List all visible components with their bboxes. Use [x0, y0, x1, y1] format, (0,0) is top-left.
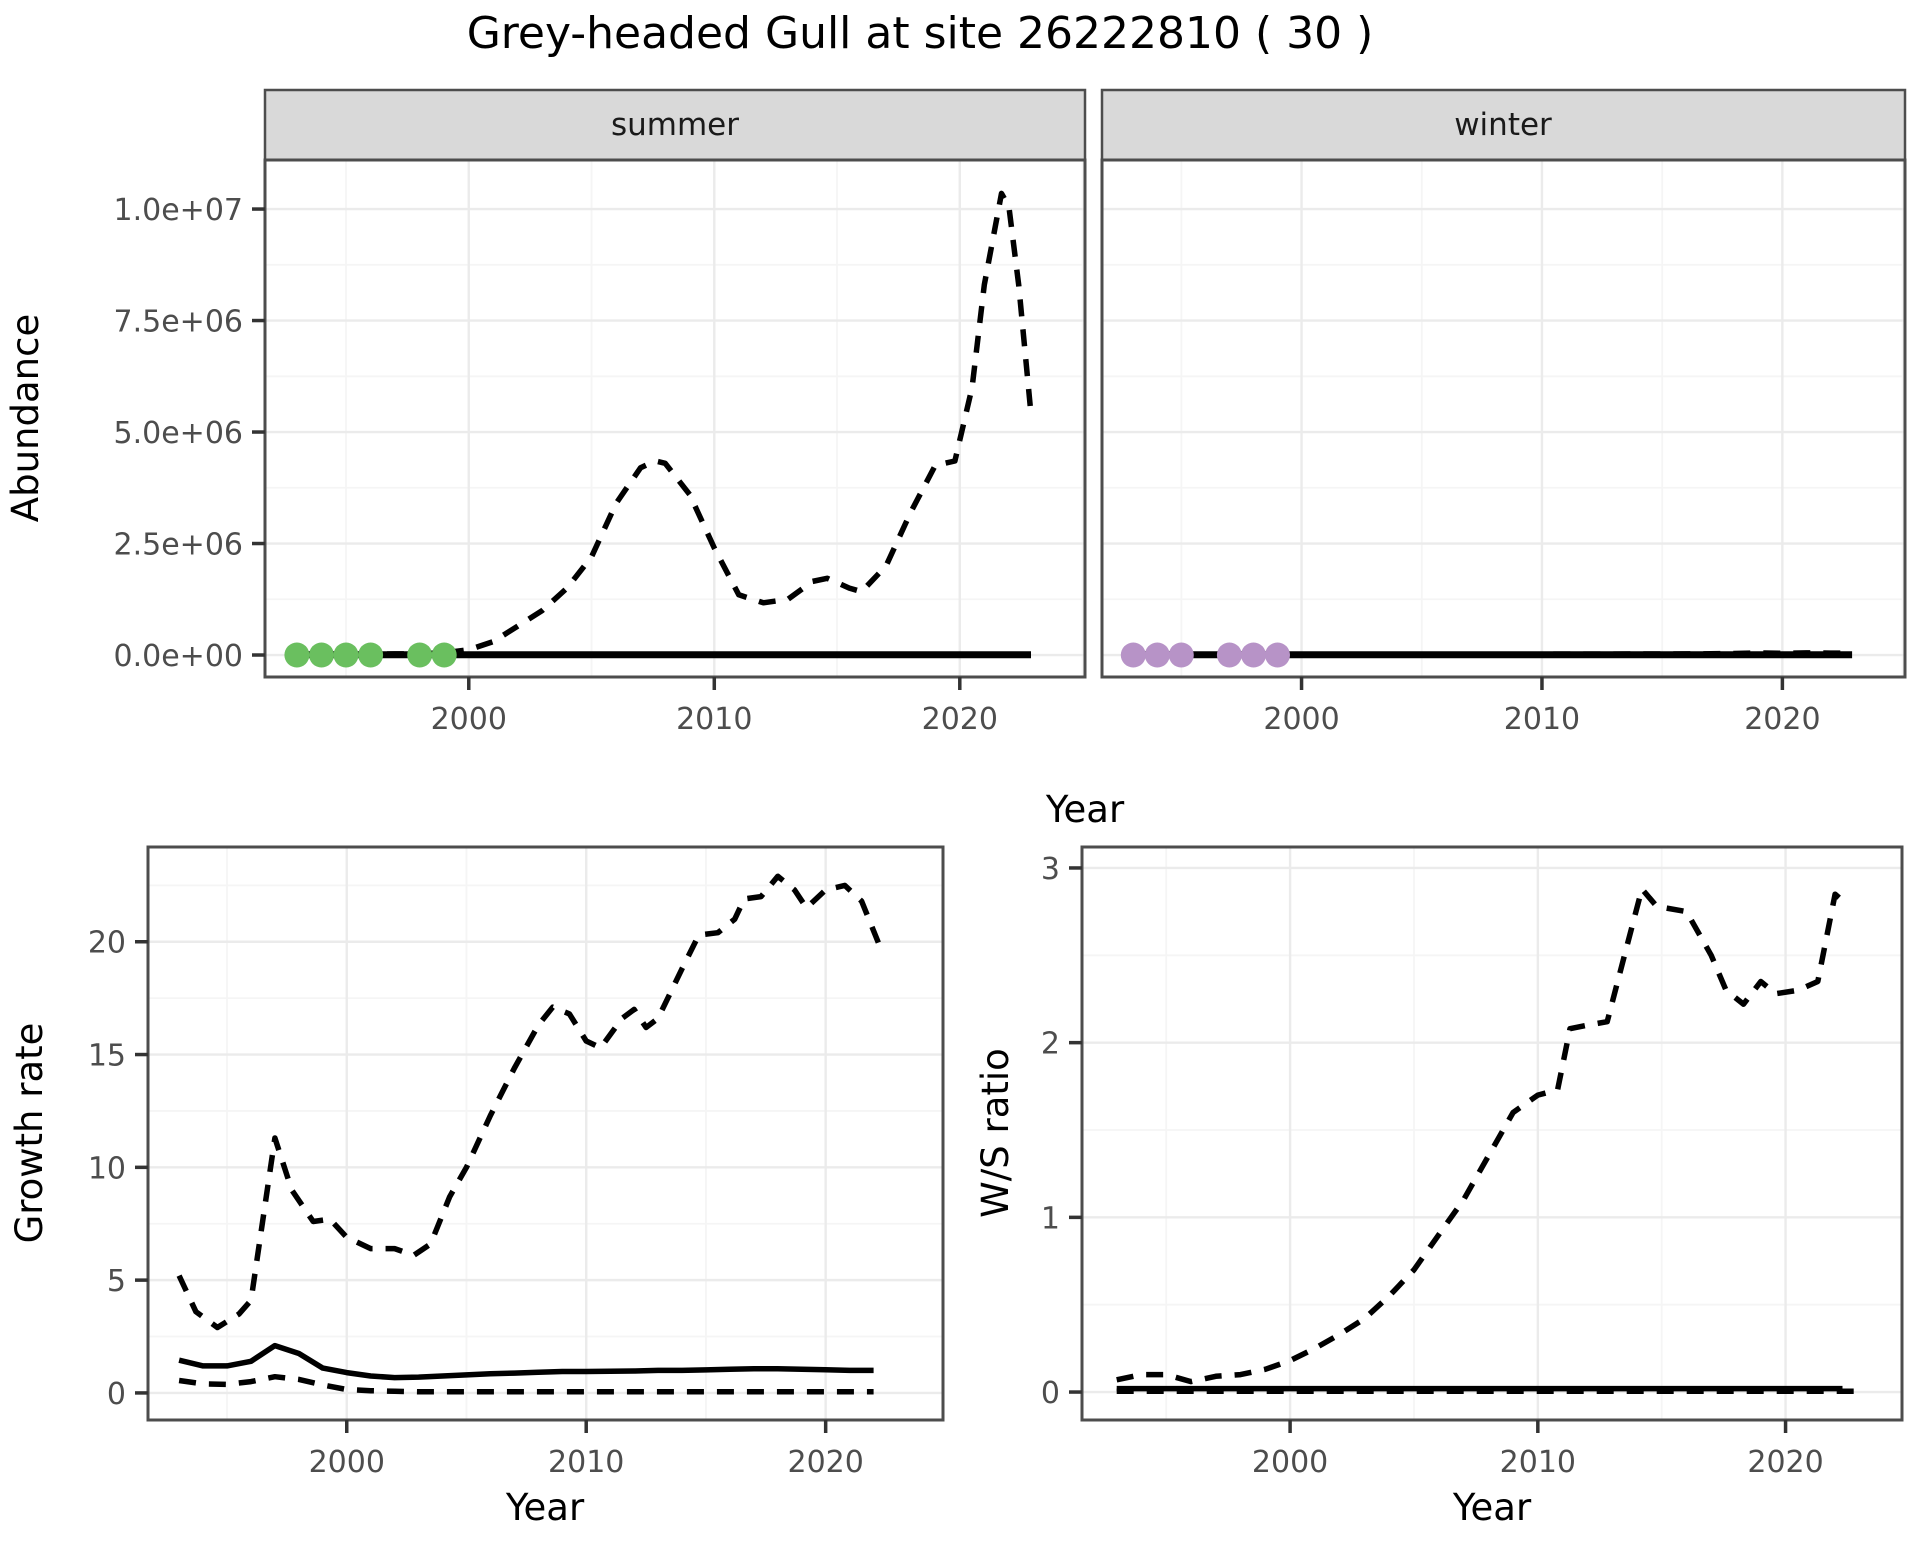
facet-strip-summer: summer: [263, 88, 1087, 162]
ws-x-tick-label: 2000: [1252, 1445, 1328, 1480]
growth-x-tick-label: 2010: [548, 1445, 624, 1480]
facet-strip-winter: winter: [1100, 88, 1907, 162]
summer-observation-point: [407, 642, 433, 668]
growth-rate-x-axis-title: Year: [505, 1486, 585, 1529]
winter-x-tick-label: 2010: [1504, 702, 1580, 737]
growth-y-tick-label: 5: [107, 1264, 126, 1299]
summer-upper_ci-line: [296, 190, 1034, 657]
winter-x-tick-label: 2000: [1263, 702, 1339, 737]
summer-y-tick-label: 1.0e+07: [114, 193, 243, 228]
summer-observation-point: [358, 642, 384, 668]
winter-x-tick-label: 2020: [1744, 702, 1820, 737]
facet-strip-summer-bg: [263, 88, 1087, 162]
growth-y-tick-label: 0: [107, 1377, 126, 1412]
ws-upper_ci-line: [1116, 886, 1847, 1385]
summer-y-tick-label: 2.5e+06: [114, 528, 243, 563]
summer-y-tick-label: 7.5e+06: [114, 305, 243, 340]
growth-x-tick-label: 2000: [309, 1445, 385, 1480]
summer-y-tick-label: 0.0e+00: [114, 639, 243, 674]
ws-ratio-x-axis-title: Year: [1452, 1486, 1532, 1529]
panel-summer-abundance: 2000 2010 2020 0.0e+00 2.5e+06 5.0e+06 7.5e+06…: [114, 158, 1087, 737]
panel-growth-rate: 2000 2010 2020 0 5 10 15 20: [88, 845, 945, 1480]
ws-ratio-y-axis-title: W/S ratio: [974, 1048, 1017, 1218]
winter-observation-point: [1120, 642, 1146, 668]
growth-y-tick-label: 15: [88, 1039, 126, 1074]
ws-y-tick-label: 3: [1041, 852, 1060, 887]
growth-median-line: [178, 1342, 874, 1381]
summer-x-tick-label: 2010: [676, 702, 752, 737]
summer-observation-point: [431, 642, 457, 668]
facet-strip-winter-label: winter: [1454, 107, 1552, 143]
growth-y-tick-label: 10: [88, 1151, 126, 1186]
growth-rate-y-axis-title: Growth rate: [8, 1023, 51, 1244]
facet-strip-winter-bg: [1100, 88, 1907, 162]
panel-ws-ratio: 2000 2010 2020 0 1 2 3: [1041, 845, 1904, 1480]
summer-x-tick-label: 2000: [431, 702, 507, 737]
abundance-y-axis-title: Abundance: [4, 314, 47, 522]
ws-y-tick-label: 2: [1041, 1027, 1060, 1062]
winter-observation-point: [1144, 642, 1170, 668]
growth-x-tick-label: 2020: [787, 1445, 863, 1480]
panel-winter-abundance: 2000 2010 2020: [1100, 158, 1907, 737]
facet-strip-summer-label: summer: [611, 107, 739, 143]
ws-x-tick-label: 2010: [1500, 1445, 1576, 1480]
summer-observation-point: [309, 642, 334, 668]
ws-y-tick-label: 0: [1041, 1376, 1060, 1411]
chart-title: Grey-headed Gull at site 26222810 ( 30 ): [467, 8, 1374, 59]
ws-y-tick-label: 1: [1041, 1201, 1060, 1236]
summer-observation-point: [284, 642, 310, 668]
winter-observation-point: [1168, 642, 1194, 668]
winter-observation-point: [1241, 642, 1266, 668]
growth-y-tick-label: 20: [88, 926, 126, 961]
top-row-x-axis-title: Year: [1045, 788, 1125, 831]
summer-x-tick-label: 2020: [922, 702, 998, 737]
summer-y-tick-label: 5.0e+06: [114, 416, 243, 451]
ws-x-tick-label: 2020: [1747, 1445, 1823, 1480]
growth-lower_ci-line: [178, 1373, 874, 1395]
winter-observation-point: [1216, 642, 1242, 668]
winter-observation-point: [1265, 642, 1290, 668]
summer-observation-point: [333, 642, 359, 668]
